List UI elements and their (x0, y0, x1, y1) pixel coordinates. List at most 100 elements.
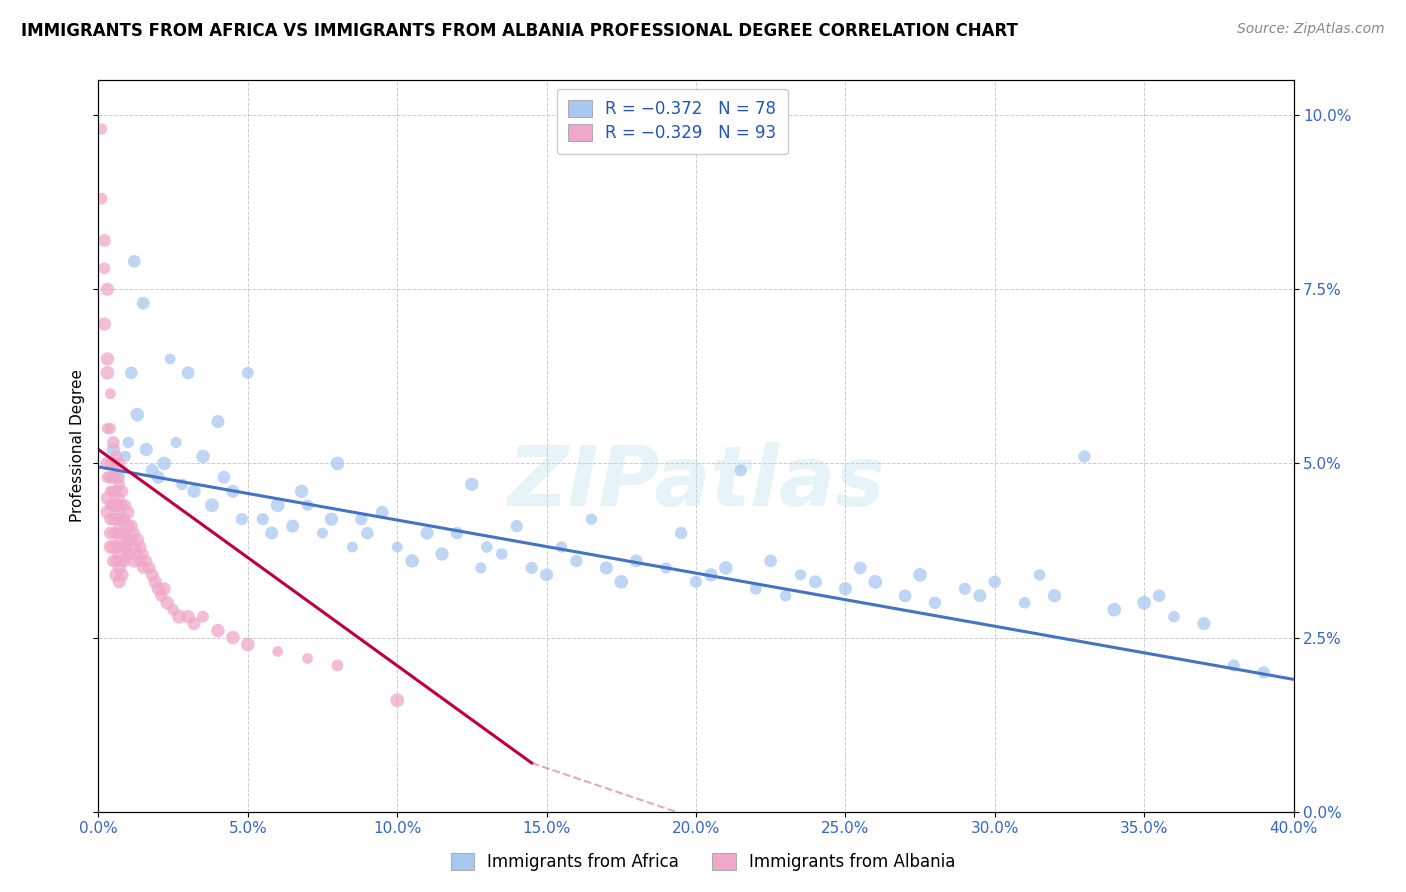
Point (114, 512, 136, 526)
Point (969, 589, 991, 603)
Point (595, 561, 617, 575)
Point (350, 512, 373, 526)
Point (148, 470, 170, 484)
Point (461, 477, 484, 491)
Point (745, 582, 768, 596)
Point (1043, 589, 1066, 603)
Point (96, 366, 118, 380)
Point (93, 317, 115, 331)
Point (98, 484, 122, 499)
Point (108, 457, 131, 471)
Point (105, 498, 128, 512)
Point (1192, 616, 1215, 631)
Point (105, 540, 128, 554)
Point (371, 505, 394, 519)
Point (98, 386, 122, 401)
Point (506, 519, 529, 533)
Point (207, 415, 229, 429)
Point (236, 638, 259, 652)
Point (98, 498, 122, 512)
Point (1163, 609, 1185, 624)
Point (775, 589, 797, 603)
Point (103, 498, 125, 512)
Point (201, 498, 224, 512)
Point (804, 574, 827, 589)
Point (111, 526, 134, 541)
Point (127, 533, 149, 547)
Point (103, 484, 125, 499)
Point (105, 512, 128, 526)
Point (924, 596, 946, 610)
Point (236, 366, 259, 380)
Point (153, 457, 176, 471)
Point (114, 526, 136, 541)
Point (207, 624, 229, 638)
Y-axis label: Professional Degree: Professional Degree (70, 369, 86, 523)
Point (98, 540, 122, 554)
Point (172, 477, 194, 491)
Point (98, 526, 122, 541)
Point (984, 574, 1007, 589)
Point (114, 498, 136, 512)
Point (416, 526, 439, 541)
Point (231, 512, 253, 526)
Point (1147, 589, 1170, 603)
Point (1223, 658, 1246, 673)
Point (124, 254, 146, 268)
Point (117, 533, 139, 547)
Point (120, 547, 142, 561)
Point (1028, 567, 1050, 582)
Point (385, 693, 409, 707)
Point (135, 442, 157, 457)
Point (114, 554, 136, 568)
Point (132, 547, 155, 561)
Point (730, 463, 752, 477)
Point (96, 470, 118, 484)
Point (105, 567, 128, 582)
Point (260, 526, 283, 541)
Point (156, 596, 179, 610)
Point (401, 554, 423, 568)
Point (165, 435, 187, 450)
Point (120, 366, 142, 380)
Point (120, 519, 142, 533)
Text: Source: ZipAtlas.com: Source: ZipAtlas.com (1237, 22, 1385, 37)
Point (252, 512, 274, 526)
Point (1014, 596, 1036, 610)
Point (222, 484, 245, 499)
Point (117, 519, 139, 533)
Text: IMMIGRANTS FROM AFRICA VS IMMIGRANTS FROM ALBANIA PROFESSIONAL DEGREE CORRELATIO: IMMIGRANTS FROM AFRICA VS IMMIGRANTS FRO… (21, 22, 1018, 40)
Point (834, 582, 856, 596)
Point (222, 631, 245, 645)
Point (326, 658, 349, 673)
Point (894, 589, 917, 603)
Point (98, 512, 122, 526)
Point (96, 282, 118, 296)
Point (127, 547, 149, 561)
Point (311, 526, 333, 541)
Point (93, 234, 115, 248)
Point (177, 609, 200, 624)
Legend: Immigrants from Africa, Immigrants from Albania: Immigrants from Africa, Immigrants from … (443, 845, 963, 880)
Point (93, 261, 115, 276)
Point (111, 567, 134, 582)
Point (183, 616, 205, 631)
Point (111, 540, 134, 554)
Point (953, 582, 976, 596)
Point (669, 526, 692, 541)
Point (103, 435, 125, 450)
Point (141, 567, 163, 582)
Point (281, 519, 304, 533)
Point (103, 526, 125, 541)
Point (491, 547, 513, 561)
Point (120, 533, 142, 547)
Point (191, 450, 214, 464)
Point (212, 470, 235, 484)
Point (159, 351, 181, 366)
Point (124, 526, 146, 541)
Legend: R = −0.372   N = 78, R = −0.329   N = 93: R = −0.372 N = 78, R = −0.329 N = 93 (557, 88, 787, 154)
Point (297, 651, 319, 665)
Point (162, 603, 184, 617)
Point (626, 554, 648, 568)
Point (108, 470, 131, 484)
